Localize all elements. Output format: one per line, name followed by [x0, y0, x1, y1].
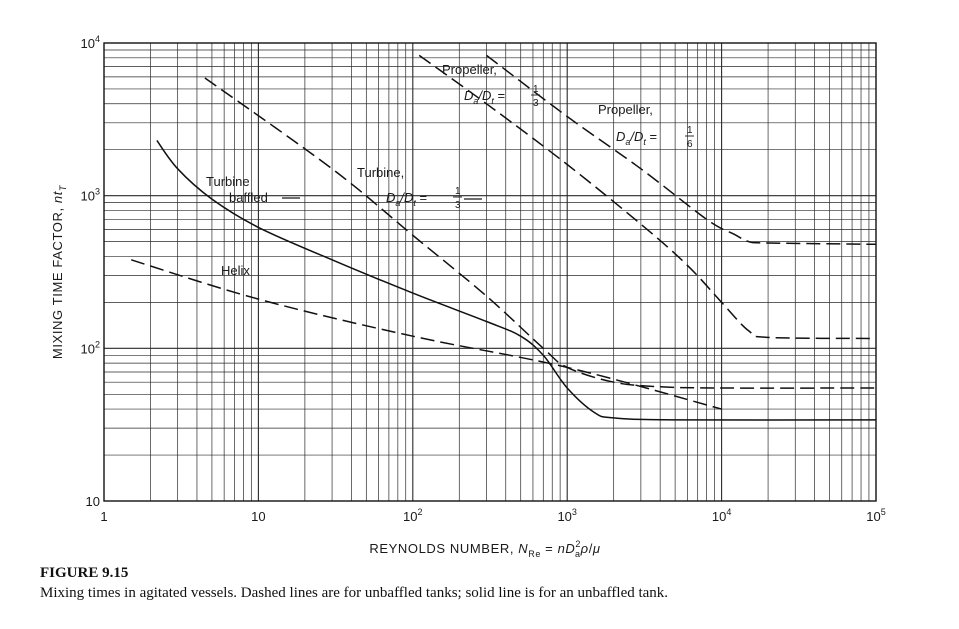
y-tick-label: 103	[81, 187, 100, 204]
y-tick-label: 102	[81, 339, 100, 356]
label-propeller-third: Propeller, Da/Dt = 1 3	[442, 62, 540, 109]
series-line-3	[418, 54, 877, 340]
y-axis-title: MIXING TIME FACTOR, ntT	[50, 184, 68, 359]
svg-text:Da/Dt =: Da/Dt =	[616, 129, 657, 147]
label-turbine-baffled: Turbine baffled	[206, 174, 300, 205]
figure-caption: Mixing times in agitated vessels. Dashed…	[40, 585, 669, 601]
svg-text:Turbine: Turbine	[206, 174, 250, 189]
series-line-4	[486, 54, 877, 246]
svg-text:Helix: Helix	[221, 263, 250, 278]
svg-text:1: 1	[687, 125, 693, 136]
figure-label: FIGURE 9.15	[40, 565, 129, 581]
x-tick-label: 102	[403, 507, 422, 524]
svg-text:3: 3	[455, 200, 461, 211]
x-tick-label: 10	[251, 509, 265, 524]
y-tick-label: 104	[81, 34, 100, 51]
x-tick-label: 105	[866, 507, 885, 524]
series-line-1	[130, 259, 722, 410]
label-propeller-sixth: Propeller, Da/Dt = 1 6	[598, 102, 694, 150]
x-tick-label: 104	[712, 507, 731, 524]
svg-text:Da/Dt =: Da/Dt =	[464, 88, 505, 106]
svg-text:1: 1	[455, 186, 461, 197]
x-axis-title: REYNOLDS NUMBER, NRe = nD2 aρ/μ	[369, 539, 600, 559]
svg-text:3: 3	[533, 98, 539, 109]
svg-text:Propeller,: Propeller,	[598, 102, 653, 117]
chart-curves	[130, 54, 877, 421]
svg-text:1: 1	[533, 84, 539, 95]
label-helix: Helix	[221, 263, 250, 278]
svg-text:baffled: baffled	[229, 190, 268, 205]
x-tick-label: 1	[100, 509, 107, 524]
series-line-0	[156, 139, 877, 421]
label-turbine-unbaffled: Turbine, Da/Dt = 1 3	[357, 165, 482, 211]
chart-grid	[103, 42, 877, 502]
plot-frame	[103, 42, 877, 502]
svg-text:Turbine,: Turbine,	[357, 165, 404, 180]
series-line-2	[204, 77, 877, 389]
x-tick-label: 103	[557, 507, 576, 524]
svg-text:Propeller,: Propeller,	[442, 62, 497, 77]
svg-text:Da/Dt =: Da/Dt =	[386, 190, 427, 208]
y-tick-label: 10	[86, 494, 100, 509]
svg-text:6: 6	[687, 139, 693, 150]
